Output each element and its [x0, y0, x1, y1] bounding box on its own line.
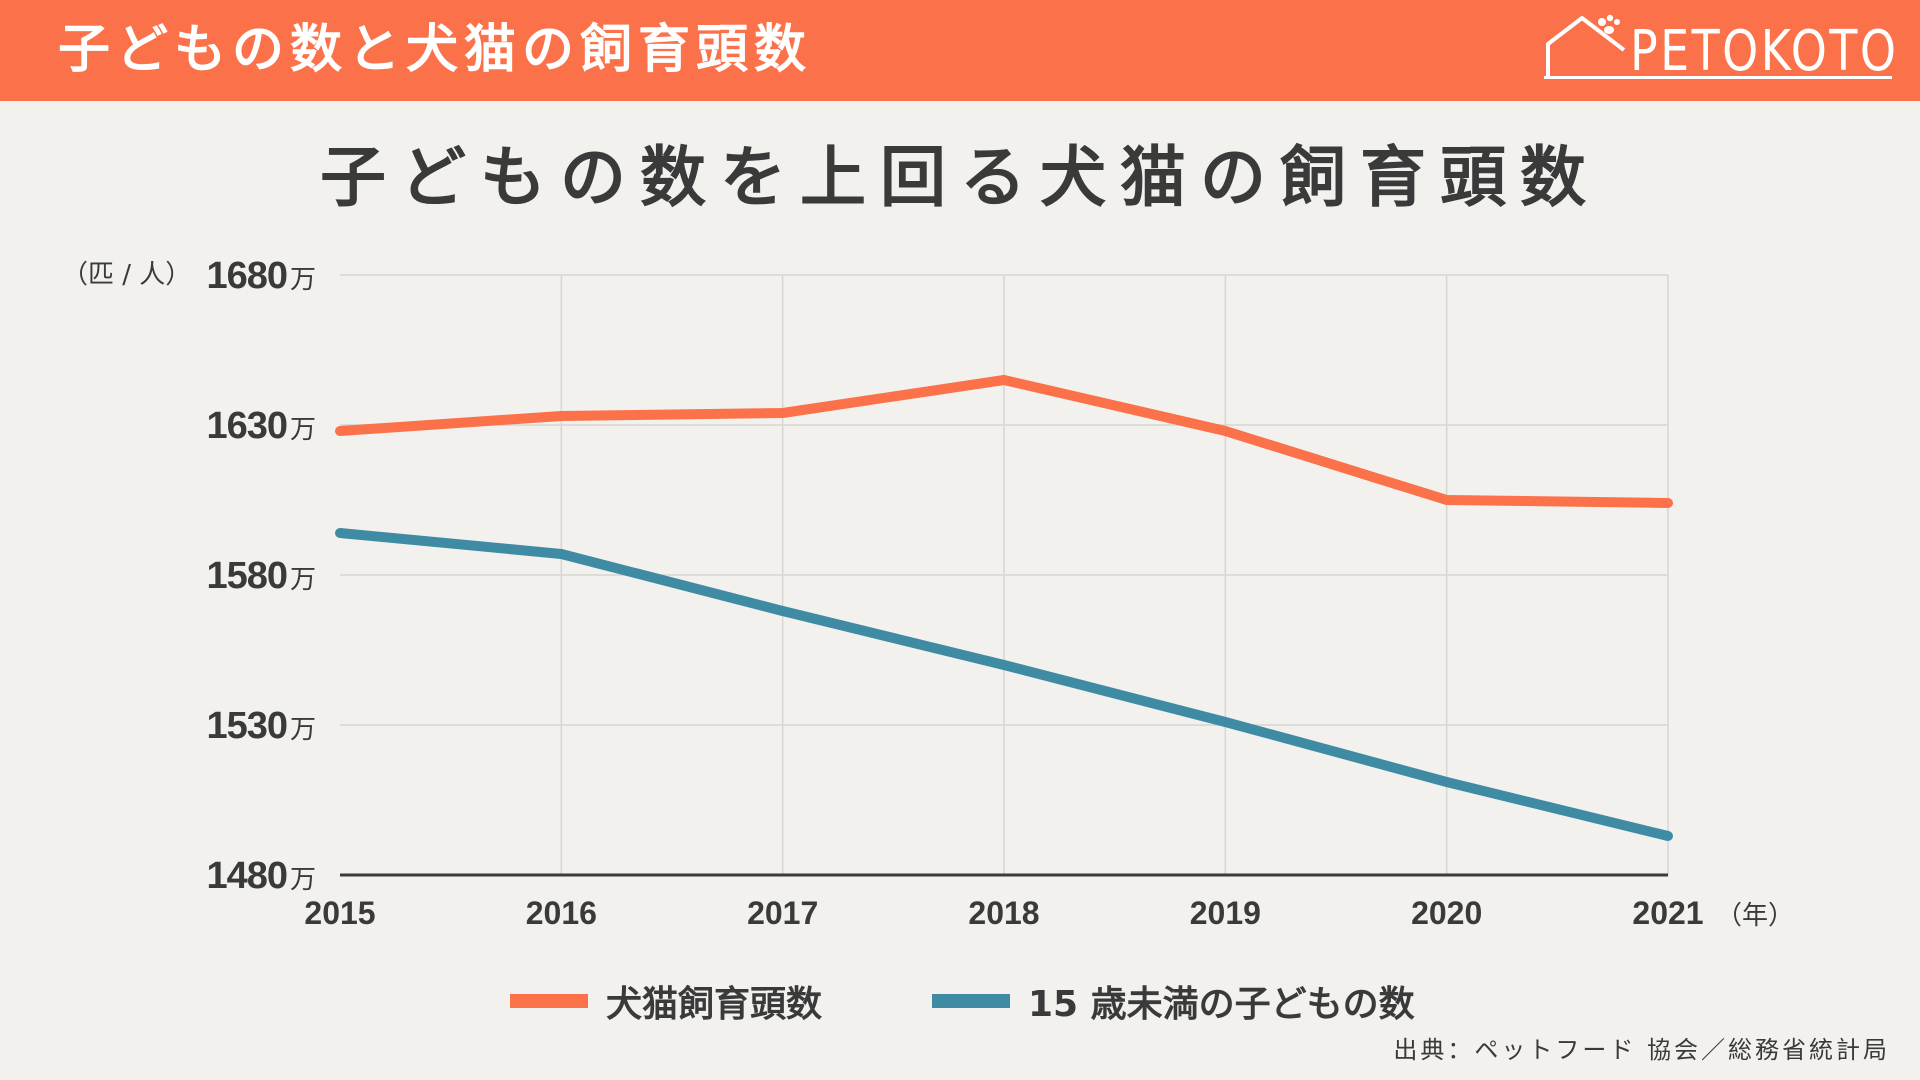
x-tick-label-2020: 2020	[1411, 895, 1482, 931]
legend-label-pets: 犬猫飼育頭数	[606, 984, 823, 1025]
data-point-1-2018	[999, 660, 1009, 670]
data-point-1-2021	[1663, 831, 1673, 841]
data-point-0-2016	[556, 411, 567, 421]
x-unit-label: （年）	[1716, 901, 1794, 931]
data-point-1-2016	[556, 549, 567, 559]
x-tick-label-2021: 2021	[1632, 895, 1703, 931]
source-note: 出典：ペットフード 協会／総務省統計局	[1393, 1036, 1890, 1064]
data-point-1-2020	[1441, 777, 1452, 787]
x-tick-label-2019: 2019	[1190, 895, 1261, 931]
y-tick-label-1480: 1480	[206, 855, 287, 897]
y-tick-unit-1630: 万	[290, 415, 316, 445]
y-tick-label-1680: 1680	[206, 255, 287, 297]
legend-item-children: 15 歳未満の子どもの数	[932, 976, 1415, 1026]
y-tick-unit-1530: 万	[290, 715, 316, 745]
x-tick-label-2016: 2016	[526, 895, 597, 931]
header-bar: 子どもの数と犬猫の飼育頭数 PETOKOTO	[0, 0, 1920, 101]
y-tick-unit-1480: 万	[290, 865, 316, 895]
logo-text: PETOKOTO	[1630, 19, 1899, 84]
data-point-0-2015	[335, 426, 345, 436]
data-point-0-2017	[777, 408, 788, 418]
data-point-1-2017	[777, 606, 788, 616]
y-tick-label-1580: 1580	[206, 555, 287, 597]
legend-item-pets: 犬猫飼育頭数	[510, 976, 822, 1026]
chart-title: 子どもの数を上回る犬猫の飼育頭数	[320, 139, 1600, 216]
legend-swatch-children	[932, 994, 1010, 1008]
legend-swatch-pets	[510, 994, 588, 1008]
y-tick-label-1530: 1530	[206, 705, 287, 747]
x-tick-label-2018: 2018	[968, 895, 1039, 931]
data-point-0-2020	[1441, 495, 1452, 505]
data-point-0-2018	[999, 375, 1009, 385]
y-tick-unit-1580: 万	[290, 565, 316, 595]
header-title: 子どもの数と犬猫の飼育頭数	[58, 20, 813, 80]
data-point-0-2021	[1663, 498, 1673, 508]
logo-underline	[1544, 76, 1892, 79]
y-unit-label: （匹 / 人）	[62, 260, 192, 290]
x-tick-label-2017: 2017	[747, 895, 818, 931]
y-tick-unit-1680: 万	[290, 265, 316, 295]
legend-label-children: 15 歳未満の子どもの数	[1028, 984, 1415, 1025]
data-point-1-2019	[1220, 717, 1231, 727]
data-point-0-2019	[1220, 426, 1231, 436]
petokoto-logo[interactable]: PETOKOTO	[1540, 10, 1900, 90]
house-with-paw-icon	[1546, 14, 1626, 76]
y-tick-label-1630: 1630	[206, 405, 287, 447]
data-point-1-2015	[335, 528, 345, 538]
x-tick-label-2015: 2015	[304, 895, 375, 931]
